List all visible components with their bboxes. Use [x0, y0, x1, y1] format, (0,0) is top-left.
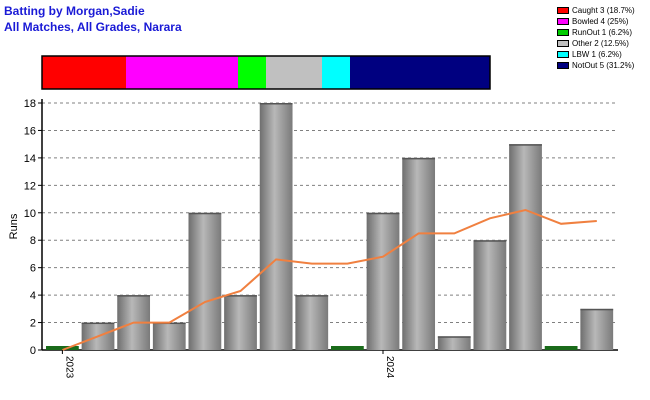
legend-swatch: [557, 17, 569, 25]
y-tick-label: 14: [24, 153, 36, 165]
dismissal-segment-bowled: [126, 56, 238, 89]
y-tick-label: 10: [24, 208, 36, 220]
legend-label: RunOut 1 (6.2%): [572, 27, 633, 37]
y-tick-label: 6: [30, 263, 36, 275]
chart-title: Batting by Morgan,Sadie: [4, 4, 145, 18]
bar: [259, 103, 293, 350]
y-tick-label: 16: [24, 125, 36, 137]
y-axis-label: Runs: [8, 213, 20, 239]
dismissal-segment-caught: [42, 56, 126, 89]
bar: [580, 308, 614, 350]
bar-top: [117, 295, 151, 297]
legend-swatch: [557, 50, 569, 58]
bar-not-out: [46, 346, 79, 350]
bar-top: [473, 240, 507, 242]
legend-item: LBW 1 (6.2%): [557, 49, 635, 59]
bar: [224, 295, 257, 350]
dismissal-segment-runout: [238, 56, 266, 89]
bar: [366, 212, 400, 350]
legend-swatch: [557, 28, 569, 36]
legend-swatch: [557, 61, 569, 69]
y-tick-label: 4: [30, 290, 36, 302]
legend-item: Bowled 4 (25%): [557, 16, 635, 26]
bar-top: [366, 212, 400, 215]
legend-item: RunOut 1 (6.2%): [557, 27, 635, 37]
legend-label: LBW 1 (6.2%): [572, 49, 622, 59]
bar: [402, 157, 436, 350]
bar-top: [188, 212, 222, 215]
dismissal-segment-lbw: [322, 56, 350, 89]
dismissal-bar-border: [41, 55, 491, 90]
bar: [295, 295, 329, 350]
bar-top: [295, 295, 329, 297]
legend-label: Caught 3 (18.7%): [572, 5, 635, 15]
legend-swatch: [557, 39, 569, 47]
bar: [188, 212, 222, 350]
bar-not-out: [544, 346, 578, 350]
y-tick-label: 12: [24, 180, 36, 192]
y-tick-label: 8: [30, 235, 36, 247]
legend-label: NotOut 5 (31.2%): [572, 60, 635, 70]
legend-label: Other 2 (12.5%): [572, 38, 629, 48]
bar: [152, 322, 186, 350]
bar-top: [509, 144, 542, 146]
bar-top: [224, 295, 257, 297]
x-year-label: 2023: [63, 356, 74, 379]
chart-title-block: Batting by Morgan,Sadie All Matches, All…: [4, 3, 182, 35]
legend-item: Caught 3 (18.7%): [557, 5, 635, 15]
legend-swatch: [557, 6, 569, 14]
bar-top: [437, 336, 471, 338]
bar-top: [259, 103, 293, 105]
dismissal-segment-notout: [350, 56, 490, 89]
x-year-label: 2024: [384, 356, 395, 379]
y-tick-label: 2: [30, 318, 36, 330]
legend-item: Other 2 (12.5%): [557, 38, 635, 48]
bar-top: [402, 157, 436, 160]
bar: [437, 336, 471, 350]
bar-top: [81, 322, 115, 325]
y-tick-label: 0: [30, 345, 36, 357]
y-tick-label: 18: [24, 98, 36, 110]
average-line: [62, 208, 597, 351]
legend: Caught 3 (18.7%) Bowled 4 (25%) RunOut 1 (…: [557, 5, 635, 71]
legend-label: Bowled 4 (25%): [572, 16, 629, 26]
bar: [509, 144, 542, 350]
legend-item: NotOut 5 (31.2%): [557, 60, 635, 70]
bar-top: [580, 308, 614, 311]
bar-not-out: [331, 346, 364, 350]
chart-subtitle: All Matches, All Grades, Narara: [4, 20, 182, 34]
dismissal-segment-other: [266, 56, 322, 89]
bar: [473, 240, 507, 350]
